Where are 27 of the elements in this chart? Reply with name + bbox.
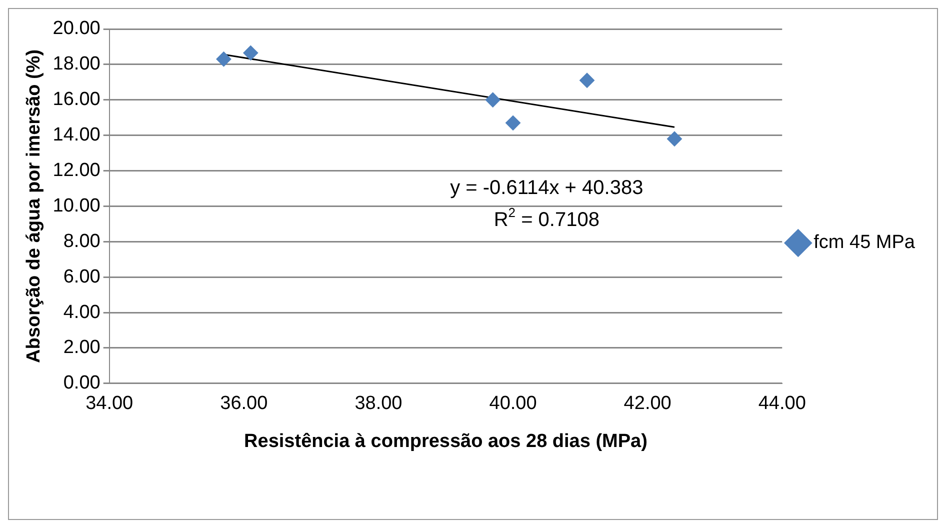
x-tick-label: 38.00 bbox=[354, 393, 402, 414]
x-tick-label: 42.00 bbox=[624, 393, 672, 414]
y-tick-label: 8.00 bbox=[63, 230, 100, 252]
x-tick-label: 40.00 bbox=[489, 393, 537, 414]
y-tick-label: 4.00 bbox=[63, 302, 100, 323]
y-tick-label: 18.00 bbox=[52, 54, 100, 75]
legend-label: fcm 45 MPa bbox=[814, 232, 916, 254]
x-tick-label: 36.00 bbox=[220, 393, 268, 414]
annotation: y = -0.6114x + 40.383 bbox=[450, 176, 644, 199]
y-tick-label: 12.00 bbox=[52, 160, 100, 181]
point bbox=[666, 131, 682, 146]
y-tick-label: 14.00 bbox=[52, 124, 100, 146]
x-tick-label: 34.00 bbox=[86, 393, 134, 414]
x-axis-title: Resistência à compressão aos 28 dias (MPa) bbox=[244, 430, 648, 452]
x-tick-label: 44.00 bbox=[758, 393, 806, 414]
y-tick-label: 10.00 bbox=[52, 195, 100, 216]
y-axis-title: Absorção de água por imersão (%) bbox=[24, 49, 45, 363]
point bbox=[506, 115, 521, 130]
y-tick-label: 20.00 bbox=[52, 18, 100, 40]
point bbox=[580, 72, 595, 88]
y-tick-label: 6.00 bbox=[63, 266, 100, 288]
y-tick-label: 16.00 bbox=[52, 89, 100, 110]
y-tick-label: 2.00 bbox=[63, 337, 100, 358]
y-tick-label: 0.00 bbox=[63, 372, 100, 394]
point bbox=[216, 52, 232, 67]
point bbox=[485, 92, 500, 108]
point bbox=[243, 45, 258, 60]
